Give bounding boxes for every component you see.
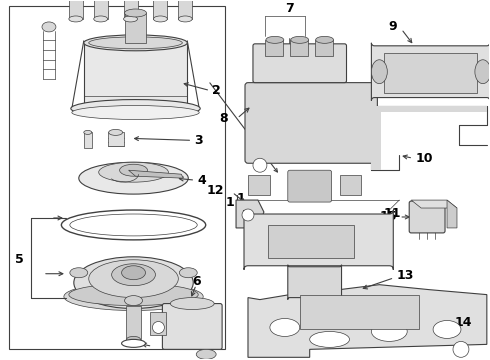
Ellipse shape (61, 210, 206, 240)
Text: 4: 4 (197, 174, 206, 187)
Ellipse shape (94, 16, 108, 22)
Text: 2: 2 (212, 84, 221, 97)
Ellipse shape (316, 36, 334, 43)
Text: 9: 9 (389, 21, 397, 33)
Ellipse shape (74, 257, 193, 309)
Ellipse shape (109, 129, 122, 135)
Ellipse shape (433, 320, 461, 338)
FancyBboxPatch shape (244, 210, 393, 270)
Ellipse shape (70, 268, 88, 278)
Bar (290, 40, 308, 56)
Ellipse shape (89, 37, 182, 49)
Ellipse shape (124, 296, 143, 306)
Polygon shape (236, 200, 264, 228)
Ellipse shape (69, 16, 83, 22)
Text: 13: 13 (396, 269, 414, 282)
Bar (371, 105, 487, 112)
Bar (84, 132, 92, 148)
FancyBboxPatch shape (288, 265, 342, 300)
Ellipse shape (64, 283, 203, 311)
Ellipse shape (70, 214, 197, 236)
Polygon shape (447, 200, 457, 228)
Ellipse shape (69, 284, 198, 306)
Text: 10: 10 (415, 152, 433, 165)
Polygon shape (411, 200, 457, 208)
Text: 8: 8 (220, 112, 228, 125)
Circle shape (253, 158, 267, 172)
Bar (371, 112, 381, 170)
Bar (94, 0, 108, 19)
Circle shape (152, 321, 164, 333)
Ellipse shape (84, 35, 187, 51)
Circle shape (242, 209, 254, 221)
Polygon shape (248, 285, 487, 357)
Text: 1: 1 (237, 192, 246, 204)
Ellipse shape (79, 162, 188, 194)
Bar (69, 0, 83, 19)
Circle shape (453, 341, 469, 357)
Ellipse shape (310, 332, 349, 347)
Text: 15: 15 (380, 211, 397, 224)
Bar (248, 175, 270, 195)
Ellipse shape (84, 130, 92, 134)
Polygon shape (128, 170, 183, 178)
FancyBboxPatch shape (253, 44, 346, 83)
FancyBboxPatch shape (371, 43, 490, 100)
Ellipse shape (42, 22, 56, 32)
Ellipse shape (71, 100, 200, 117)
Text: 5: 5 (15, 253, 24, 266)
Text: 7: 7 (285, 3, 294, 15)
Ellipse shape (266, 36, 284, 43)
Bar (384, 53, 477, 93)
Text: 12: 12 (207, 184, 224, 197)
Ellipse shape (89, 260, 178, 298)
Ellipse shape (120, 164, 147, 176)
Ellipse shape (196, 349, 216, 359)
Text: 3: 3 (194, 134, 203, 147)
Ellipse shape (371, 321, 407, 341)
Ellipse shape (179, 268, 197, 278)
Ellipse shape (124, 9, 147, 17)
Bar (268, 225, 354, 258)
Ellipse shape (291, 36, 309, 43)
Ellipse shape (122, 266, 146, 280)
FancyBboxPatch shape (84, 43, 187, 108)
Bar (300, 294, 419, 329)
Ellipse shape (123, 16, 138, 22)
Bar (150, 311, 167, 336)
Ellipse shape (270, 319, 300, 336)
Ellipse shape (153, 16, 168, 22)
Ellipse shape (72, 105, 199, 120)
Ellipse shape (178, 16, 192, 22)
FancyBboxPatch shape (162, 303, 222, 349)
Bar (340, 175, 362, 195)
Bar (124, 13, 147, 43)
Bar (108, 132, 123, 146)
FancyBboxPatch shape (409, 201, 445, 233)
FancyBboxPatch shape (245, 83, 377, 163)
Text: 11: 11 (383, 207, 401, 220)
Bar (315, 40, 333, 56)
Ellipse shape (98, 162, 169, 182)
Bar (178, 0, 192, 19)
Text: 1: 1 (225, 195, 234, 208)
FancyBboxPatch shape (288, 170, 332, 202)
Text: 14: 14 (455, 316, 472, 329)
Text: 6: 6 (192, 275, 201, 288)
Bar (153, 0, 168, 19)
Bar (125, 306, 142, 339)
Bar (9, 6, 225, 349)
Ellipse shape (371, 60, 387, 84)
Ellipse shape (122, 339, 146, 347)
Ellipse shape (112, 264, 155, 286)
Ellipse shape (126, 336, 141, 342)
Ellipse shape (171, 298, 214, 310)
Bar (123, 0, 138, 19)
Ellipse shape (475, 60, 490, 84)
Bar (265, 40, 283, 56)
